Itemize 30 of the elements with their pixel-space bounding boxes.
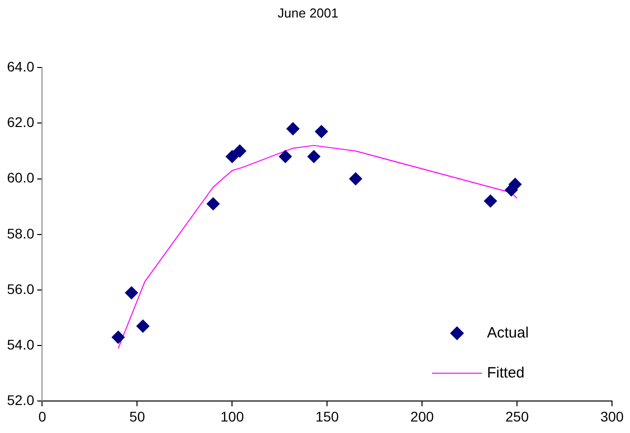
y-tick-label: 60.0 [7,170,34,186]
point [125,286,138,300]
y-tick-label: 56.0 [7,280,34,297]
y-tick-label: 54.0 [7,336,34,352]
legend-label: Actual [487,324,529,342]
x-tick-label: 0 [38,408,46,424]
point [112,330,125,344]
point [206,197,220,210]
x-tick-label: 150 [315,408,340,424]
x-tick-label: 100 [220,408,244,424]
point [136,320,150,333]
y-tick-label: 52.0 [7,392,34,408]
point [307,150,320,164]
point [484,194,497,208]
legend-label: Fitted [487,364,525,382]
point [278,150,292,164]
x-tick-label: 50 [129,408,146,424]
point [349,172,362,186]
point [314,125,328,138]
x-tick-label: 300 [600,408,624,424]
point [233,144,246,158]
x-tick-label: 200 [410,408,434,424]
chart-title: June 2001 [278,5,338,20]
y-tick-label: 58.0 [7,225,34,242]
point [508,178,522,191]
point [226,150,239,164]
point [286,122,300,136]
y-tick-label: 64.0 [7,58,34,74]
y-tick-label: 62.0 [7,114,34,130]
x-tick-label: 250 [505,408,529,424]
